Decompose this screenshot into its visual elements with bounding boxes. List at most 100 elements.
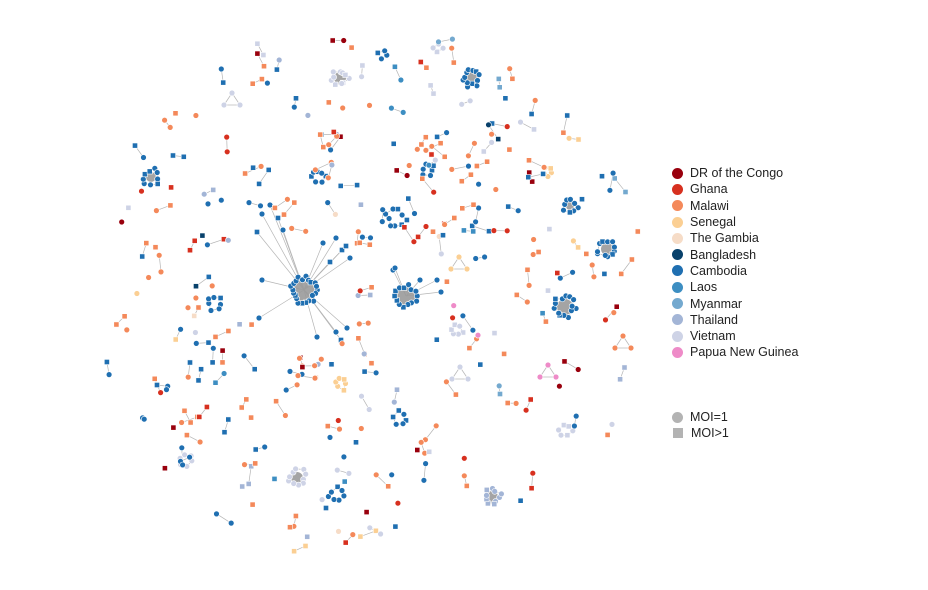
color-swatch — [672, 249, 683, 261]
node-moi-1 — [611, 243, 618, 251]
node-moi-gt-1 — [565, 423, 572, 430]
node-moi-1 — [330, 496, 338, 503]
node-moi-gt-1 — [168, 184, 174, 191]
nodes — [104, 35, 641, 555]
node-moi-gt-1 — [560, 129, 567, 136]
node-moi-gt-1 — [367, 292, 374, 298]
node-moi-1 — [536, 373, 544, 381]
node-moi-1 — [284, 196, 291, 203]
node-moi-1 — [291, 103, 298, 111]
node-moi-1 — [359, 233, 366, 241]
legend-label: Vietnam — [690, 329, 736, 344]
node-moi-1 — [141, 416, 148, 423]
node-moi-1 — [179, 461, 186, 469]
node-moi-1 — [140, 176, 147, 183]
node-moi-1 — [245, 199, 253, 206]
node-moi-1 — [565, 135, 573, 142]
node-moi-gt-1 — [535, 249, 542, 255]
node-moi-gt-1 — [238, 404, 245, 411]
node-moi-1 — [504, 227, 511, 235]
node-moi-1 — [448, 375, 456, 383]
node-moi-1 — [414, 146, 421, 153]
node-moi-gt-1 — [495, 136, 502, 142]
node-moi-1 — [447, 265, 455, 273]
node-moi-1 — [422, 223, 430, 230]
node-moi-gt-1 — [195, 304, 202, 311]
node-moi-gt-1 — [601, 270, 608, 277]
node-moi-1 — [358, 425, 365, 432]
color-swatch — [672, 346, 683, 358]
node-moi-1 — [338, 487, 346, 494]
node-moi-1 — [296, 355, 303, 362]
node-moi-1 — [325, 174, 332, 182]
node-moi-1 — [397, 76, 405, 84]
node-moi-gt-1 — [441, 153, 448, 160]
node-moi-gt-1 — [291, 199, 298, 206]
node-moi-1 — [201, 191, 208, 198]
node-moi-1 — [220, 101, 228, 109]
node-moi-1 — [378, 55, 385, 62]
node-moi-1 — [574, 204, 582, 211]
node-moi-1 — [311, 362, 318, 369]
node-moi-gt-1 — [401, 224, 408, 231]
node-moi-1 — [293, 381, 301, 388]
node-moi-gt-1 — [539, 310, 546, 317]
node-moi-1 — [335, 528, 342, 535]
node-moi-gt-1 — [248, 463, 255, 470]
node-moi-gt-1 — [142, 171, 148, 178]
node-moi-1 — [365, 319, 372, 327]
node-moi-gt-1 — [254, 229, 260, 235]
node-moi-1 — [312, 166, 319, 174]
legend-label: Papua New Guinea — [690, 345, 799, 360]
node-moi-gt-1 — [332, 81, 339, 88]
node-moi-gt-1 — [604, 431, 611, 438]
node-moi-gt-1 — [239, 483, 246, 490]
node-moi-1 — [556, 383, 563, 390]
node-moi-gt-1 — [113, 321, 120, 328]
node-moi-1 — [258, 210, 266, 218]
node-moi-1 — [288, 225, 295, 232]
node-moi-gt-1 — [291, 548, 297, 555]
node-moi-gt-1 — [334, 483, 341, 490]
node-moi-1 — [366, 102, 373, 109]
node-moi-gt-1 — [392, 287, 399, 294]
node-moi-1 — [530, 236, 537, 243]
node-moi-gt-1 — [452, 391, 459, 398]
node-moi-gt-1 — [221, 429, 228, 436]
node-moi-1 — [481, 253, 488, 261]
square-swatch — [673, 428, 683, 439]
edge — [248, 466, 252, 484]
node-moi-1 — [332, 234, 340, 242]
node-moi-gt-1 — [463, 482, 470, 489]
node-moi-gt-1 — [504, 400, 511, 406]
node-moi-gt-1 — [385, 483, 392, 490]
node-moi-1 — [309, 292, 316, 299]
node-moi-1 — [422, 460, 429, 467]
node-moi-1 — [218, 65, 225, 73]
node-moi-gt-1 — [391, 293, 398, 299]
node-moi-gt-1 — [428, 151, 435, 158]
node-moi-1 — [557, 432, 565, 439]
node-moi-1 — [340, 37, 347, 44]
cluster-core — [146, 172, 156, 182]
node-moi-gt-1 — [195, 377, 202, 384]
node-moi-gt-1 — [495, 76, 502, 82]
node-moi-gt-1 — [104, 359, 110, 365]
node-moi-1 — [522, 407, 530, 414]
node-moi-gt-1 — [265, 167, 272, 173]
node-moi-1 — [467, 97, 474, 105]
node-moi-1 — [475, 181, 482, 188]
node-moi-gt-1 — [599, 173, 605, 180]
node-moi-1 — [177, 326, 184, 333]
node-moi-1 — [302, 228, 309, 235]
node-moi-gt-1 — [198, 366, 204, 373]
node-moi-1 — [147, 181, 154, 189]
node-moi-gt-1 — [325, 99, 332, 106]
node-moi-1 — [411, 210, 418, 217]
node-moi-gt-1 — [317, 131, 324, 138]
node-moi-gt-1 — [357, 201, 364, 208]
node-moi-gt-1 — [459, 205, 466, 212]
node-moi-gt-1 — [405, 195, 412, 202]
node-moi-1 — [474, 332, 482, 339]
node-moi-1 — [145, 274, 152, 281]
